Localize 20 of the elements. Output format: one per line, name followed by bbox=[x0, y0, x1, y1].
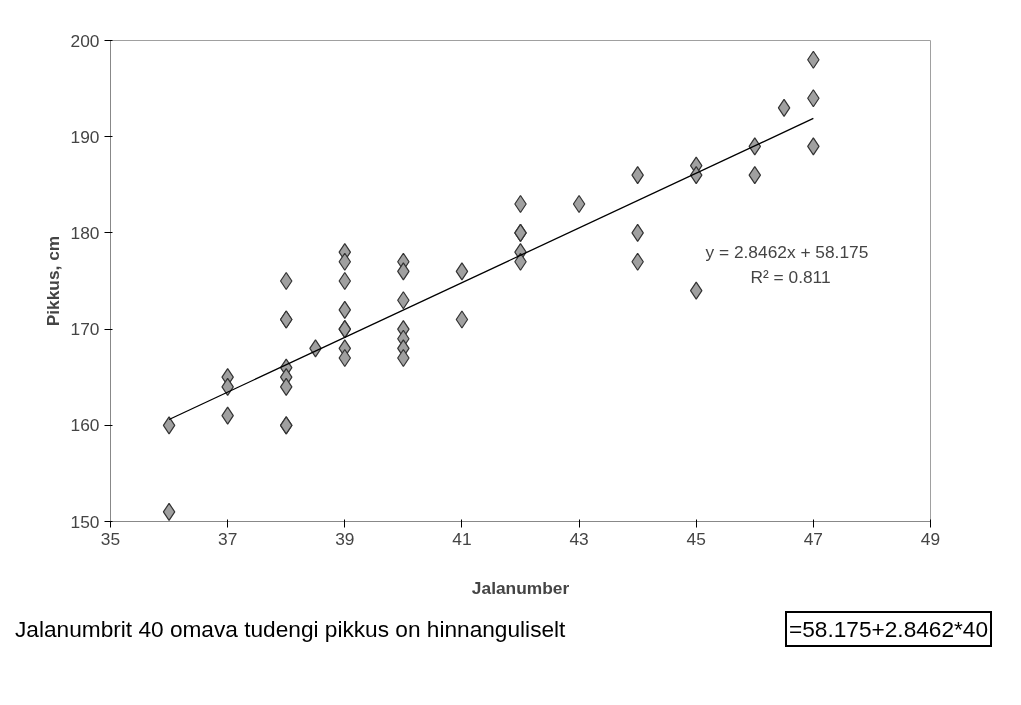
y-tick-label: 180 bbox=[70, 222, 100, 243]
x-tick-label: 45 bbox=[686, 528, 706, 549]
y-tick-label: 170 bbox=[70, 319, 100, 340]
y-axis-title: Pikkus, cm bbox=[42, 235, 63, 327]
text: =58.175+2.8462*40 bbox=[785, 611, 993, 648]
x-tick-label: 47 bbox=[803, 528, 823, 549]
y-tick-label: 150 bbox=[70, 511, 100, 532]
x-tick-label: 39 bbox=[335, 528, 355, 549]
x-tick-label: 43 bbox=[569, 528, 589, 549]
text: Jalanumbrit 40 omava tudengi pikkus on hinnanguliselt bbox=[15, 615, 566, 644]
x-tick-label: 37 bbox=[218, 528, 238, 549]
y-tick-label: 160 bbox=[70, 415, 100, 436]
x-tick-label: 49 bbox=[920, 528, 941, 549]
x-tick-label: 35 bbox=[100, 528, 121, 549]
annotation: y = 2.8462x + 58.175 bbox=[705, 241, 869, 262]
x-axis-title: Jalanumber bbox=[471, 577, 570, 598]
y-tick-label: 190 bbox=[70, 126, 100, 147]
annotation: R² = 0.811 bbox=[750, 266, 831, 287]
y-tick-label: 200 bbox=[70, 30, 100, 51]
x-tick-label: 41 bbox=[452, 528, 472, 549]
